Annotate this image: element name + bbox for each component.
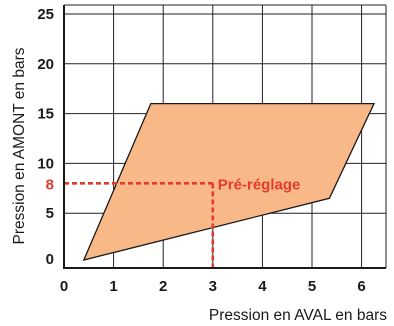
x-tick-label: 6 [357, 278, 365, 295]
axes [63, 5, 386, 269]
y-tick-label: 20 [37, 56, 54, 73]
x-axis-label: Pression en AVAL en bars [209, 307, 387, 324]
y-tick-label: 10 [37, 155, 54, 172]
x-tick-label: 4 [258, 278, 267, 295]
x-tick-label: 0 [60, 278, 68, 295]
x-tick-label: 5 [308, 278, 316, 295]
preset-y-tick-label: 8 [46, 176, 54, 193]
region-polygon [82, 102, 376, 261]
tick-labels: 0 1 2 3 4 5 6 0 5 10 15 20 25 [37, 6, 365, 295]
y-tick-label: 25 [37, 6, 54, 23]
x-tick-label: 2 [159, 278, 167, 295]
x-tick-label: 1 [109, 278, 117, 295]
preset-annotation: Pré-réglage 8 [46, 176, 301, 268]
y-axis-label: Pression en AMONT en bars [11, 47, 28, 244]
y-tick-label: 15 [37, 106, 54, 123]
y-tick-label: 5 [46, 205, 54, 222]
y-tick-label: 0 [46, 251, 54, 268]
preset-label: Pré-réglage [218, 176, 301, 193]
x-tick-label: 3 [209, 278, 217, 295]
operating-region [82, 102, 376, 261]
